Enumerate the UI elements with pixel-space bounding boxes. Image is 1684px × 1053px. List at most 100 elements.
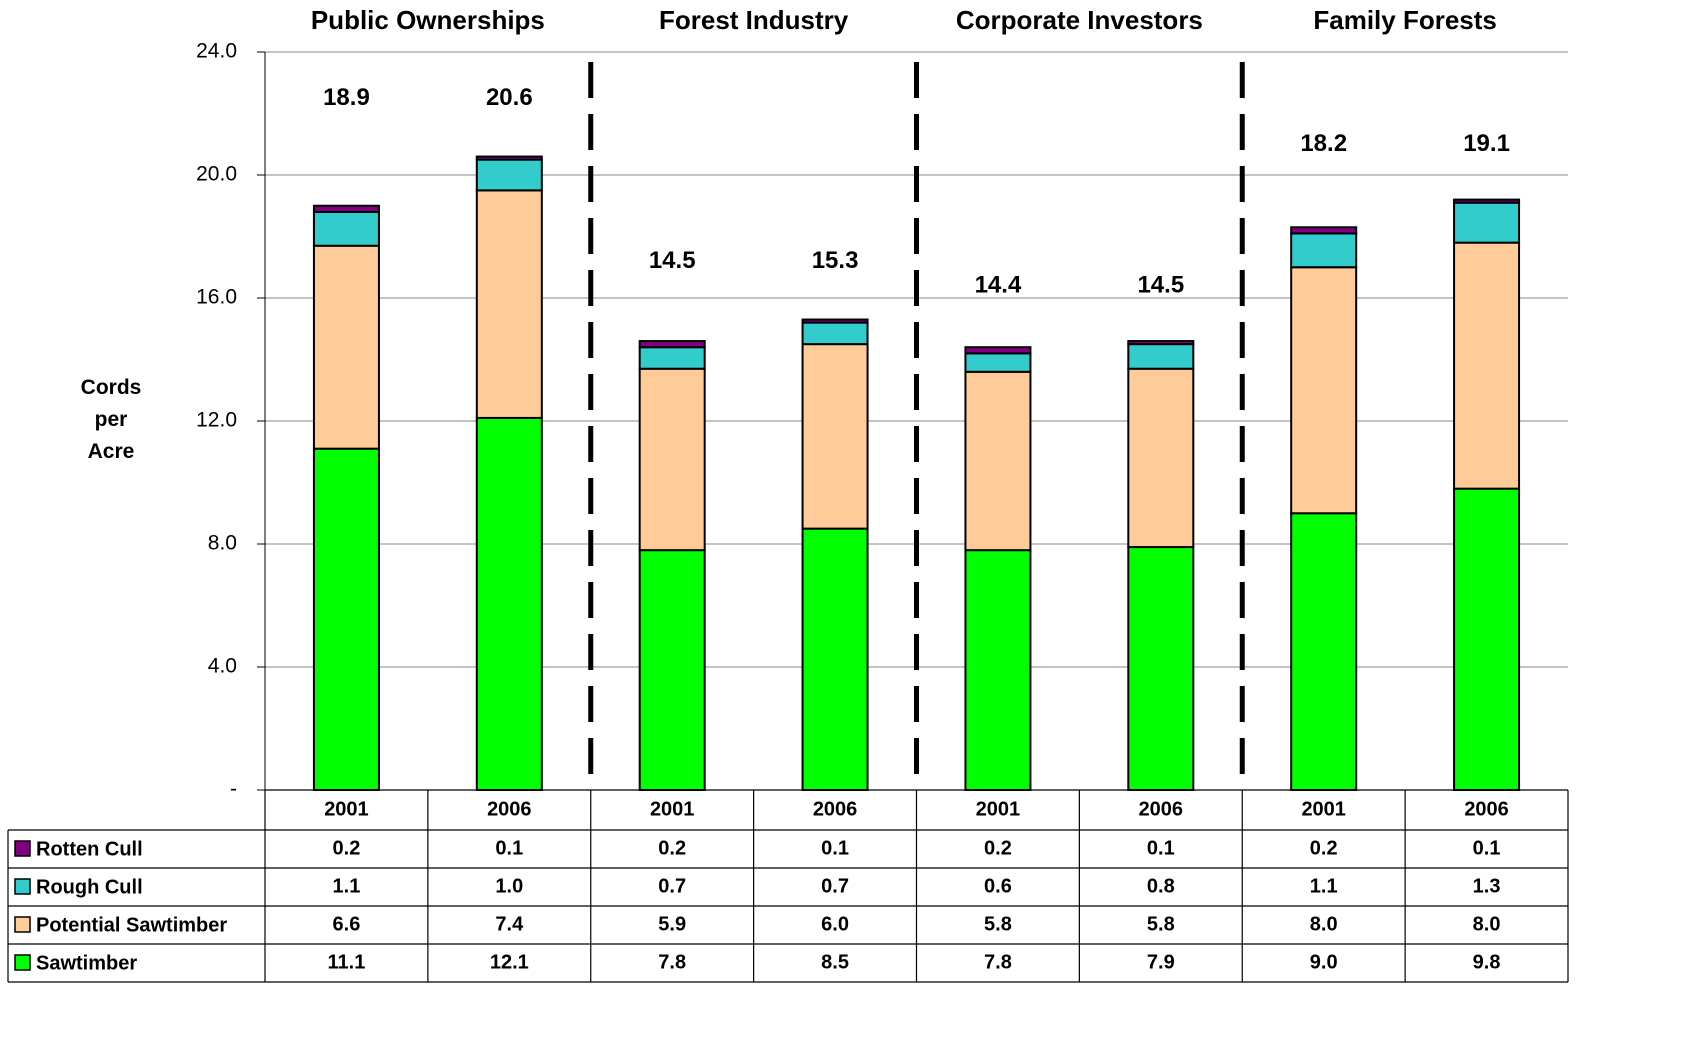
bar-segment xyxy=(1290,232,1358,269)
x-tick-label: 2006 xyxy=(487,798,532,820)
table-value: 0.6 xyxy=(984,875,1012,897)
bar-segment xyxy=(638,346,706,370)
group-title: Family Forests xyxy=(1313,5,1497,35)
bar-segment xyxy=(312,244,380,450)
table-value: 9.0 xyxy=(1310,951,1338,973)
total-label: 20.6 xyxy=(486,84,533,111)
bar-segment xyxy=(964,346,1032,355)
table-value: 0.1 xyxy=(821,837,849,859)
table-value: 0.2 xyxy=(333,837,361,859)
bar-segment xyxy=(638,340,706,349)
y-tick-label: 12.0 xyxy=(196,409,237,432)
total-label: 14.4 xyxy=(975,271,1022,298)
y-tick-label: - xyxy=(230,778,237,801)
table-value: 0.2 xyxy=(658,837,686,859)
table-value: 6.6 xyxy=(333,913,361,935)
total-label: 14.5 xyxy=(649,247,696,274)
y-tick-label: 8.0 xyxy=(208,532,237,555)
table-value: 1.0 xyxy=(495,875,523,897)
bar-segment xyxy=(312,210,380,247)
table-value: 12.1 xyxy=(490,951,529,973)
group-title: Corporate Investors xyxy=(956,5,1203,35)
legend-swatch xyxy=(14,840,31,857)
legend-swatch xyxy=(14,954,31,971)
total-label: 18.9 xyxy=(323,84,370,111)
table-value: 0.8 xyxy=(1147,875,1175,897)
legend-label: Sawtimber xyxy=(36,952,137,974)
bar-segment xyxy=(1127,546,1195,792)
table-value: 0.1 xyxy=(495,837,523,859)
x-tick-label: 2001 xyxy=(324,798,369,820)
bar-segment xyxy=(1290,266,1358,515)
table-value: 0.2 xyxy=(984,837,1012,859)
table-value: 0.1 xyxy=(1473,837,1501,859)
x-tick-label: 2001 xyxy=(1301,798,1346,820)
x-tick-label: 2006 xyxy=(1464,798,1509,820)
x-tick-label: 2006 xyxy=(813,798,858,820)
bar-segment xyxy=(312,204,380,213)
table-value: 7.4 xyxy=(495,913,524,935)
table-value: 1.3 xyxy=(1473,875,1501,897)
bar-segment xyxy=(475,416,543,791)
x-tick-label: 2001 xyxy=(650,798,695,820)
x-tick-label: 2001 xyxy=(976,798,1021,820)
bar-segment xyxy=(801,321,869,346)
table-value: 8.0 xyxy=(1310,913,1338,935)
table-value: 0.7 xyxy=(821,875,849,897)
bar-segment xyxy=(1290,226,1358,235)
bar-segment xyxy=(312,447,380,791)
bar-segment xyxy=(1453,241,1521,490)
legend-label: Rough Cull xyxy=(36,876,143,898)
table-value: 0.7 xyxy=(658,875,686,897)
table-value: 1.1 xyxy=(1310,875,1338,897)
bar-segment xyxy=(964,549,1032,792)
bar-segment xyxy=(638,549,706,792)
table-value: 5.8 xyxy=(1147,913,1175,935)
table-value: 0.1 xyxy=(1147,837,1175,859)
bar-segment xyxy=(964,370,1032,552)
table-value: 7.8 xyxy=(658,951,686,973)
bar-segment xyxy=(1453,201,1521,244)
bar-segment xyxy=(1453,487,1521,791)
table-value: 1.1 xyxy=(333,875,361,897)
y-tick-label: 24.0 xyxy=(196,40,237,63)
bar-segment xyxy=(1127,367,1195,549)
total-label: 18.2 xyxy=(1300,130,1347,157)
legend-label: Rotten Cull xyxy=(36,838,143,860)
bar-segment xyxy=(475,189,543,419)
legend-swatch xyxy=(14,878,31,895)
table-value: 5.8 xyxy=(984,913,1012,935)
bar-segment xyxy=(1127,340,1195,346)
total-label: 19.1 xyxy=(1463,130,1510,157)
bar-segment xyxy=(801,527,869,791)
group-title: Forest Industry xyxy=(659,5,849,35)
bar-segment xyxy=(801,318,869,324)
total-label: 14.5 xyxy=(1137,271,1184,298)
y-tick-label: 16.0 xyxy=(196,286,237,309)
bar-segment xyxy=(475,158,543,192)
x-tick-label: 2006 xyxy=(1139,798,1184,820)
bar-segment xyxy=(1290,512,1358,791)
bar-segment xyxy=(801,343,869,530)
table-value: 6.0 xyxy=(821,913,849,935)
y-axis-label: Cords per Acre xyxy=(80,376,142,463)
bar-segment xyxy=(1453,198,1521,204)
table-value: 11.1 xyxy=(328,951,366,973)
table-value: 7.8 xyxy=(984,951,1012,973)
table-value: 5.9 xyxy=(658,913,686,935)
legend-swatch xyxy=(14,916,31,933)
table-value: 0.2 xyxy=(1310,837,1338,859)
bar-segment xyxy=(964,352,1032,373)
table-value: 7.9 xyxy=(1147,951,1175,973)
bar-segment xyxy=(638,367,706,552)
table-value: 8.0 xyxy=(1473,913,1501,935)
y-tick-label: 20.0 xyxy=(196,163,237,186)
bar-segment xyxy=(1127,343,1195,370)
bar-segment xyxy=(475,155,543,161)
table-value: 8.5 xyxy=(821,951,849,973)
total-label: 15.3 xyxy=(812,247,859,274)
legend-label: Potential Sawtimber xyxy=(36,914,227,936)
table-value: 9.8 xyxy=(1473,951,1501,973)
